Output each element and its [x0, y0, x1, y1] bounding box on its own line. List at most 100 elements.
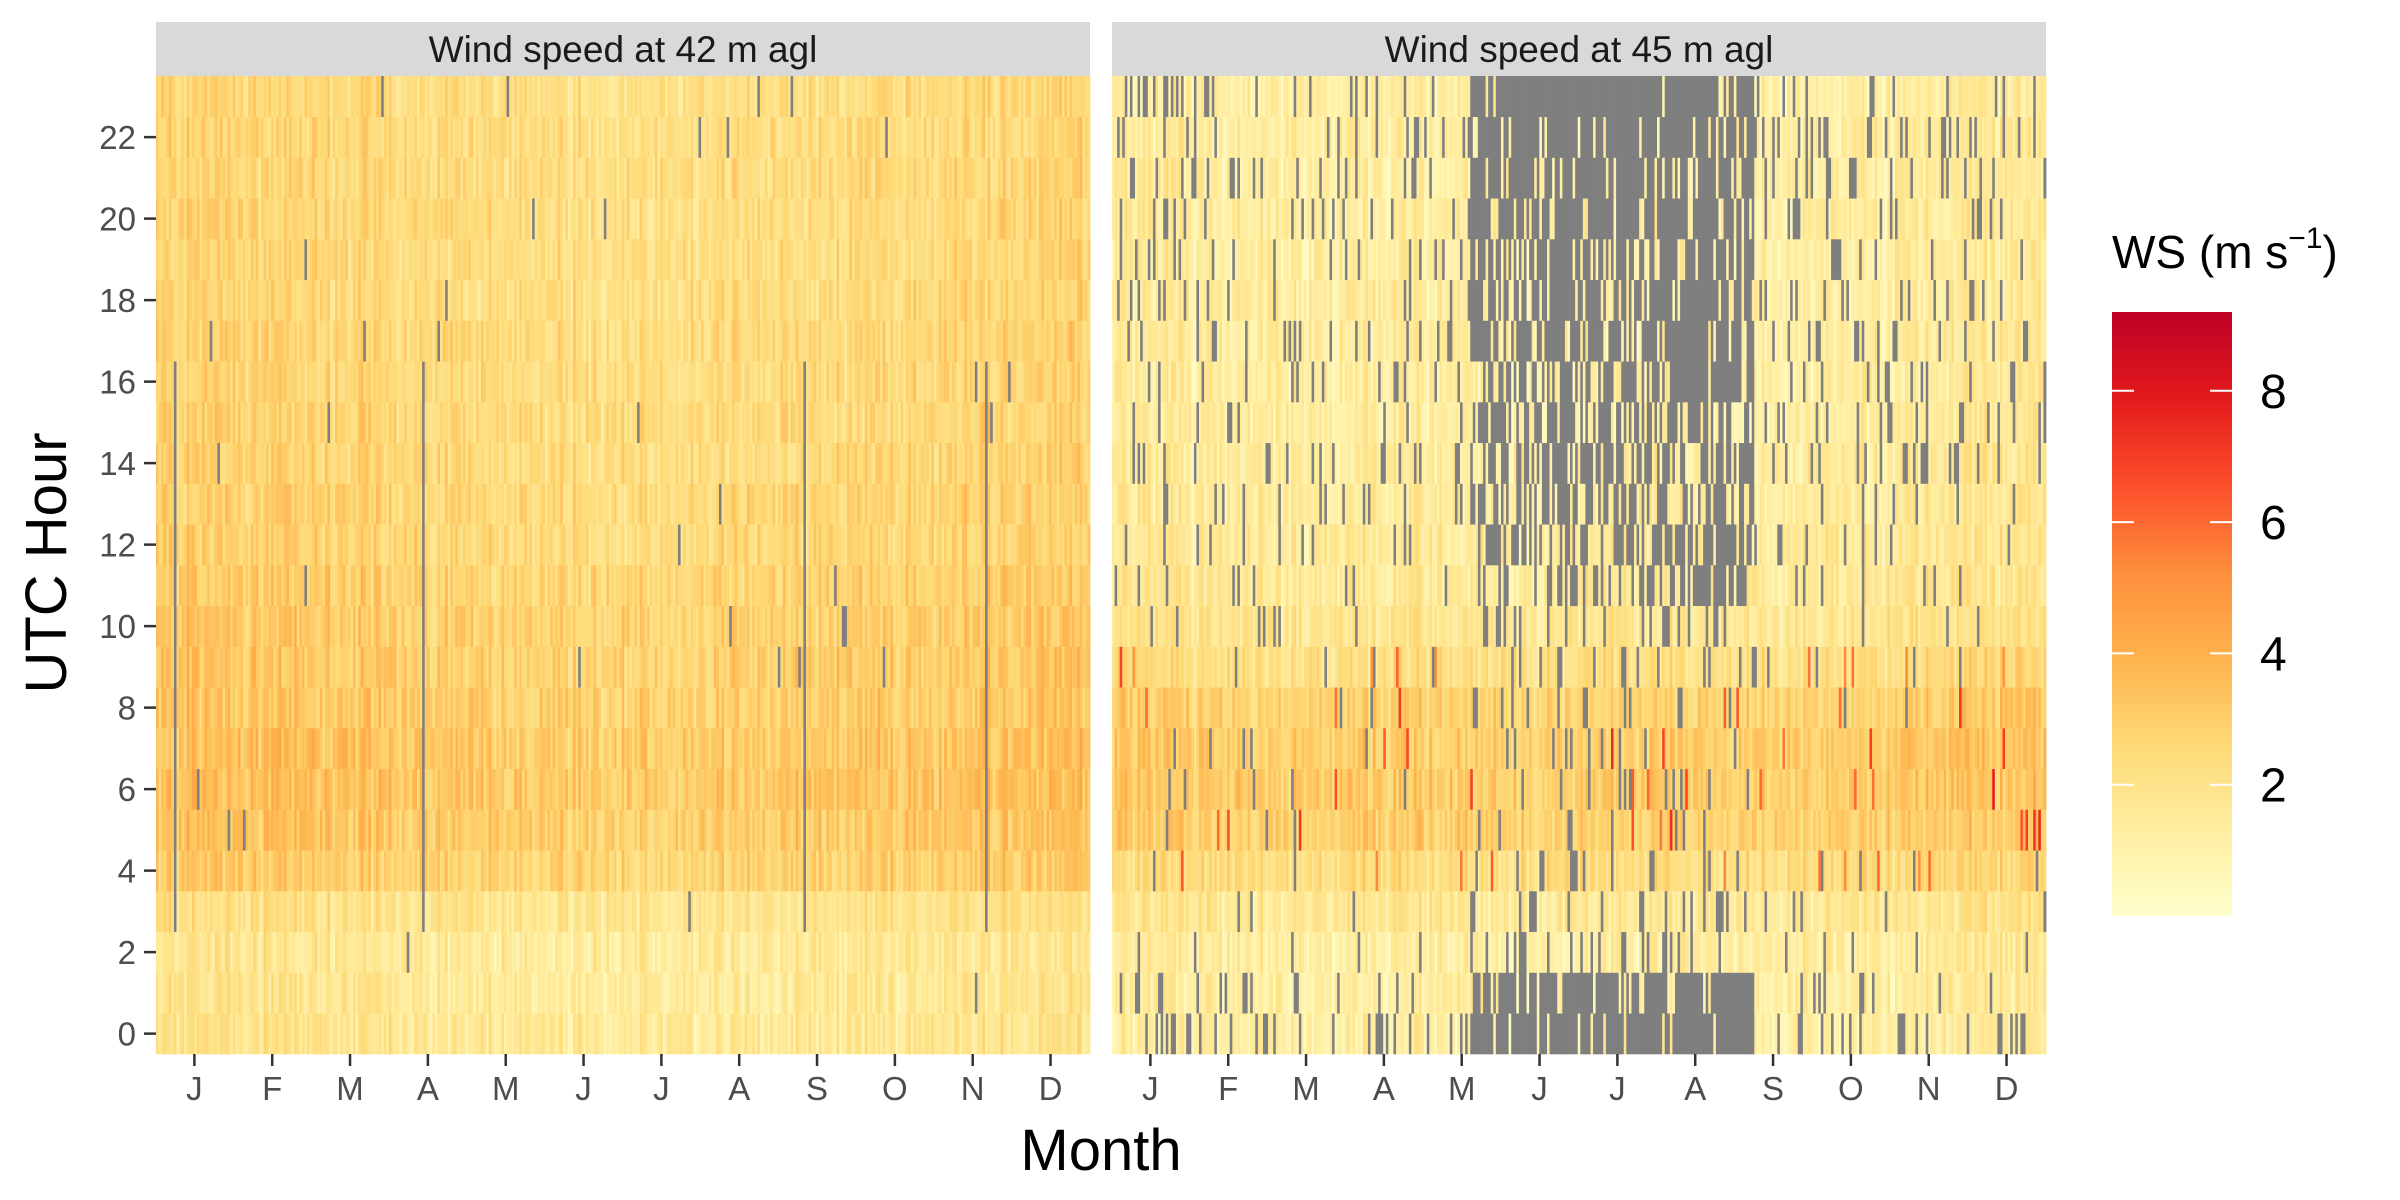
- heatmap-cell: [455, 320, 459, 362]
- heatmap-cell: [273, 605, 277, 647]
- heatmap-cell: [373, 402, 377, 444]
- heatmap-cell: [588, 646, 592, 688]
- heatmap-cell: [509, 891, 513, 933]
- heatmap-cell: [322, 565, 326, 607]
- heatmap-cell: [422, 605, 426, 647]
- heatmap-cell: [386, 483, 390, 525]
- heatmap-cell: [422, 646, 426, 688]
- heatmap-cell: [225, 76, 229, 118]
- heatmap-cell: [427, 239, 431, 281]
- heatmap-cell: [324, 891, 328, 933]
- heatmap-cell: [616, 239, 620, 281]
- heatmap-cell: [657, 646, 661, 688]
- heatmap-cell: [286, 198, 290, 240]
- heatmap-cell: [631, 565, 635, 607]
- heatmap-cell: [345, 116, 349, 158]
- heatmap-cell: [268, 116, 272, 158]
- heatmap-cell: [176, 565, 180, 607]
- heatmap-cell: [532, 931, 536, 973]
- heatmap-cell: [158, 320, 162, 362]
- heatmap-cell: [383, 157, 387, 199]
- heatmap-cell: [678, 116, 681, 158]
- heatmap-cell: [570, 279, 574, 321]
- heatmap-cell: [383, 891, 387, 933]
- heatmap-cell: [406, 728, 410, 770]
- heatmap-cell: [181, 605, 185, 647]
- heatmap-cell: [194, 320, 198, 362]
- heatmap-cell: [376, 728, 380, 770]
- heatmap-cell: [263, 361, 267, 403]
- heatmap-cell: [516, 687, 520, 729]
- heatmap-cell: [191, 320, 195, 362]
- heatmap-cell: [248, 687, 252, 729]
- heatmap-cell: [304, 320, 308, 362]
- heatmap-cell: [414, 687, 418, 729]
- heatmap-cell: [486, 728, 490, 770]
- heatmap-cell: [675, 605, 679, 647]
- heatmap-cell: [217, 239, 221, 281]
- heatmap-cell: [470, 116, 474, 158]
- heatmap-cell: [330, 646, 333, 688]
- heatmap-cell: [440, 279, 443, 321]
- heatmap-cell: [204, 402, 208, 444]
- heatmap-cell: [217, 809, 221, 851]
- heatmap-cell: [273, 891, 277, 933]
- heatmap-cell: [560, 442, 564, 484]
- heatmap-cell: [283, 931, 287, 973]
- heatmap-cell: [596, 1013, 600, 1055]
- heatmap-cell: [396, 728, 400, 770]
- heatmap-cell: [649, 850, 653, 892]
- heatmap-cell: [196, 402, 200, 444]
- heatmap-cell: [289, 483, 293, 525]
- heatmap-cell: [393, 931, 397, 973]
- heatmap-cell: [488, 402, 492, 444]
- heatmap-cell: [330, 76, 333, 118]
- heatmap-cell: [527, 239, 530, 281]
- heatmap-cell: [268, 931, 272, 973]
- heatmap-cell: [557, 402, 561, 444]
- heatmap-cell: [276, 850, 280, 892]
- heatmap-cell: [670, 239, 674, 281]
- heatmap-cell: [608, 76, 612, 118]
- heatmap-cell: [404, 320, 408, 362]
- heatmap-cell: [578, 524, 582, 566]
- heatmap-cell: [340, 361, 344, 403]
- heatmap-cell: [629, 728, 633, 770]
- heatmap-cell: [161, 76, 165, 118]
- heatmap-cell: [450, 728, 454, 770]
- heatmap-cell: [662, 565, 666, 607]
- heatmap-cell: [161, 605, 165, 647]
- heatmap-cell: [278, 442, 282, 484]
- heatmap-cell: [621, 524, 625, 566]
- heatmap-cell: [317, 116, 321, 158]
- heatmap-cell: [250, 850, 254, 892]
- heatmap-cell: [335, 279, 339, 321]
- heatmap-cell: [396, 931, 400, 973]
- heatmap-cell: [552, 605, 556, 647]
- heatmap-cell: [452, 198, 456, 240]
- heatmap-cell: [544, 850, 548, 892]
- heatmap-cell: [524, 402, 528, 444]
- heatmap-cell: [386, 809, 390, 851]
- heatmap-cell: [591, 972, 594, 1014]
- heatmap-cell: [217, 198, 221, 240]
- heatmap-cell: [411, 972, 415, 1014]
- heatmap-cell: [672, 687, 676, 729]
- heatmap-cell: [585, 320, 589, 362]
- heatmap-cell: [335, 76, 339, 118]
- heatmap-cell: [527, 768, 530, 810]
- heatmap-cell: [376, 972, 380, 1014]
- heatmap-cell: [414, 891, 418, 933]
- heatmap-cell: [470, 605, 474, 647]
- heatmap-cell: [194, 361, 198, 403]
- heatmap-cell: [422, 116, 426, 158]
- heatmap-cell: [189, 891, 193, 933]
- heatmap-cell: [670, 524, 674, 566]
- heatmap-cell: [245, 524, 249, 566]
- heatmap-cell: [524, 605, 528, 647]
- heatmap-cell: [624, 931, 628, 973]
- heatmap-cell: [685, 605, 689, 647]
- heatmap-cell: [583, 850, 587, 892]
- heatmap-cell: [271, 402, 275, 444]
- heatmap-cell: [667, 279, 671, 321]
